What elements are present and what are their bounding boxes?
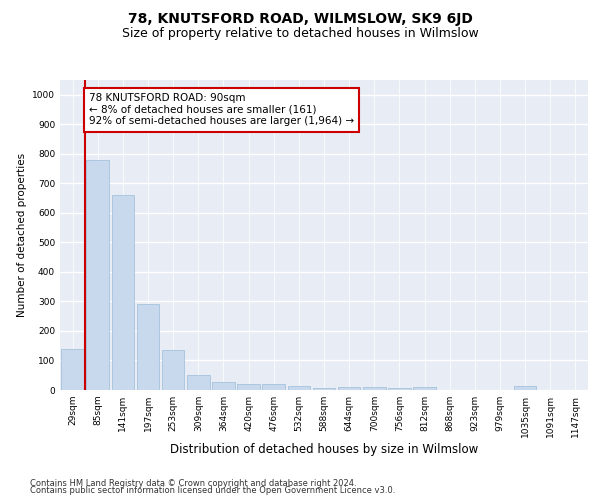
X-axis label: Distribution of detached houses by size in Wilmslow: Distribution of detached houses by size … xyxy=(170,442,478,456)
Bar xyxy=(388,388,411,390)
Text: 78, KNUTSFORD ROAD, WILMSLOW, SK9 6JD: 78, KNUTSFORD ROAD, WILMSLOW, SK9 6JD xyxy=(128,12,472,26)
Bar xyxy=(86,160,109,390)
Bar xyxy=(413,387,436,390)
Bar xyxy=(287,386,310,390)
Bar xyxy=(137,304,160,390)
Bar xyxy=(112,195,134,390)
Bar xyxy=(338,388,361,390)
Text: Size of property relative to detached houses in Wilmslow: Size of property relative to detached ho… xyxy=(122,28,478,40)
Text: 78 KNUTSFORD ROAD: 90sqm
← 8% of detached houses are smaller (161)
92% of semi-d: 78 KNUTSFORD ROAD: 90sqm ← 8% of detache… xyxy=(89,94,354,126)
Bar xyxy=(313,388,335,390)
Bar xyxy=(514,386,536,390)
Text: Contains public sector information licensed under the Open Government Licence v3: Contains public sector information licen… xyxy=(30,486,395,495)
Bar xyxy=(212,382,235,390)
Bar xyxy=(363,387,386,390)
Bar xyxy=(162,350,184,390)
Text: Contains HM Land Registry data © Crown copyright and database right 2024.: Contains HM Land Registry data © Crown c… xyxy=(30,478,356,488)
Bar xyxy=(187,374,209,390)
Bar xyxy=(262,384,285,390)
Y-axis label: Number of detached properties: Number of detached properties xyxy=(17,153,26,317)
Bar xyxy=(237,384,260,390)
Bar xyxy=(61,348,84,390)
